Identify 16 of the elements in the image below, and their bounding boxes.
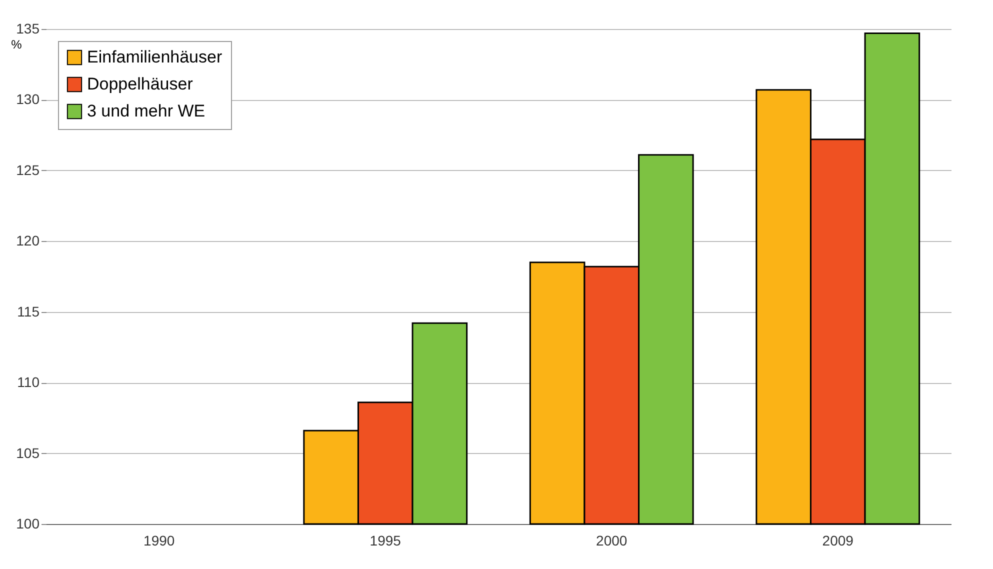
y-tick-label: 125	[16, 162, 40, 178]
y-axis-title: %	[11, 38, 22, 52]
y-tick-label: 120	[16, 232, 40, 249]
legend-label: Einfamilienhäuser	[87, 48, 222, 66]
legend-label: 3 und mehr WE	[87, 102, 206, 120]
y-tick-label: 110	[17, 374, 40, 390]
y-tick-label: 100	[16, 516, 40, 532]
x-tick-label: 1990	[144, 532, 175, 548]
y-tick-label: 130	[16, 91, 40, 108]
x-tick-label: 1995	[370, 532, 402, 548]
y-tick-label: 115	[17, 303, 40, 320]
y-tick-label: 135	[16, 20, 40, 36]
x-tick-label: 2000	[596, 532, 628, 548]
y-tick-label: 105	[16, 444, 40, 461]
legend-label: Doppelhäuser	[87, 74, 194, 94]
x-tick-label: 2009	[822, 532, 854, 548]
